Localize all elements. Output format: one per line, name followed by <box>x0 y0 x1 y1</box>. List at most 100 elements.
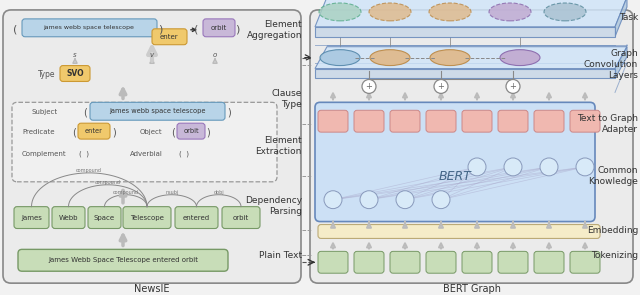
Text: ): ) <box>206 127 210 137</box>
Text: (: ( <box>72 127 76 137</box>
FancyBboxPatch shape <box>570 110 600 132</box>
Text: (: ( <box>171 127 175 137</box>
Polygon shape <box>315 68 615 78</box>
Text: BERT: BERT <box>438 170 472 183</box>
Circle shape <box>360 191 378 209</box>
Ellipse shape <box>489 3 531 21</box>
Text: Element
Extraction: Element Extraction <box>255 136 302 156</box>
Polygon shape <box>315 0 627 27</box>
Text: BERT Graph: BERT Graph <box>443 284 501 294</box>
FancyBboxPatch shape <box>318 110 348 132</box>
Text: (  ): ( ) <box>179 151 189 157</box>
Circle shape <box>576 158 594 176</box>
Text: Clause
Type: Clause Type <box>271 89 302 109</box>
Text: Common
Knowledge: Common Knowledge <box>588 166 638 186</box>
Circle shape <box>324 191 342 209</box>
Text: +: + <box>509 82 516 91</box>
FancyBboxPatch shape <box>462 251 492 273</box>
FancyBboxPatch shape <box>426 110 456 132</box>
Text: ): ) <box>235 25 239 35</box>
FancyBboxPatch shape <box>177 123 205 139</box>
Text: James: James <box>21 214 42 221</box>
Circle shape <box>504 158 522 176</box>
Text: Adverbial: Adverbial <box>130 151 163 157</box>
Text: orbit: orbit <box>183 128 199 134</box>
Circle shape <box>434 79 448 94</box>
FancyBboxPatch shape <box>354 251 384 273</box>
FancyBboxPatch shape <box>78 123 110 139</box>
Ellipse shape <box>369 3 411 21</box>
FancyBboxPatch shape <box>426 251 456 273</box>
FancyBboxPatch shape <box>354 110 384 132</box>
FancyBboxPatch shape <box>12 102 277 182</box>
FancyBboxPatch shape <box>22 19 157 37</box>
Text: Tokenizing: Tokenizing <box>591 251 638 260</box>
Text: (: ( <box>83 107 87 117</box>
FancyBboxPatch shape <box>315 102 595 222</box>
FancyBboxPatch shape <box>318 224 600 238</box>
Text: enter: enter <box>160 34 179 40</box>
Text: SVO: SVO <box>66 69 84 78</box>
FancyBboxPatch shape <box>390 110 420 132</box>
Text: Webb: Webb <box>59 214 78 221</box>
Text: enter: enter <box>85 128 103 134</box>
Text: Complement: Complement <box>22 151 67 157</box>
Text: NewsIE: NewsIE <box>134 284 170 294</box>
FancyBboxPatch shape <box>175 206 218 229</box>
Ellipse shape <box>370 50 410 65</box>
FancyBboxPatch shape <box>18 249 228 271</box>
Polygon shape <box>615 47 627 78</box>
Text: ): ) <box>227 107 231 117</box>
FancyBboxPatch shape <box>52 206 85 229</box>
Ellipse shape <box>320 50 360 65</box>
Circle shape <box>540 158 558 176</box>
Text: dobj: dobj <box>213 190 224 195</box>
Text: Space: Space <box>94 214 115 221</box>
Text: james webb space telescope: james webb space telescope <box>109 108 205 114</box>
Text: Plain Text: Plain Text <box>259 251 302 260</box>
FancyBboxPatch shape <box>318 251 348 273</box>
Circle shape <box>468 158 486 176</box>
FancyBboxPatch shape <box>123 206 171 229</box>
FancyBboxPatch shape <box>498 110 528 132</box>
Ellipse shape <box>500 50 540 65</box>
FancyBboxPatch shape <box>498 251 528 273</box>
FancyBboxPatch shape <box>462 110 492 132</box>
Ellipse shape <box>319 3 361 21</box>
Text: Dependency
Parsing: Dependency Parsing <box>245 196 302 216</box>
Text: Predicate: Predicate <box>22 129 54 135</box>
FancyBboxPatch shape <box>534 110 564 132</box>
Text: Embedding: Embedding <box>587 226 638 235</box>
Circle shape <box>432 191 450 209</box>
Ellipse shape <box>430 50 470 65</box>
Text: Type: Type <box>38 70 56 79</box>
FancyBboxPatch shape <box>60 65 90 81</box>
Circle shape <box>506 79 520 94</box>
FancyBboxPatch shape <box>203 19 235 37</box>
Ellipse shape <box>544 3 586 21</box>
Text: (: ( <box>13 25 17 35</box>
Text: orbit: orbit <box>211 25 227 31</box>
FancyBboxPatch shape <box>310 10 633 283</box>
Text: (: ( <box>194 25 198 35</box>
Text: compound: compound <box>113 190 139 195</box>
Text: compound: compound <box>95 180 121 185</box>
Text: Task: Task <box>619 13 638 22</box>
Text: Text to Graph
Adapter: Text to Graph Adapter <box>577 114 638 134</box>
Polygon shape <box>615 0 627 37</box>
Ellipse shape <box>429 3 471 21</box>
Text: s: s <box>73 52 77 58</box>
Text: James Webb Space Telescope entered orbit: James Webb Space Telescope entered orbit <box>48 257 198 263</box>
FancyBboxPatch shape <box>3 10 301 283</box>
FancyBboxPatch shape <box>222 206 260 229</box>
Polygon shape <box>315 47 627 68</box>
Text: james webb space telescope: james webb space telescope <box>44 25 134 30</box>
FancyBboxPatch shape <box>570 251 600 273</box>
Text: orbit: orbit <box>233 214 249 221</box>
Polygon shape <box>315 27 615 37</box>
Text: Element
Aggregation: Element Aggregation <box>246 20 302 40</box>
Text: Graph
Convolution
Layers: Graph Convolution Layers <box>584 49 638 80</box>
Text: ): ) <box>158 25 162 35</box>
FancyBboxPatch shape <box>90 102 225 120</box>
Text: v: v <box>150 52 154 58</box>
